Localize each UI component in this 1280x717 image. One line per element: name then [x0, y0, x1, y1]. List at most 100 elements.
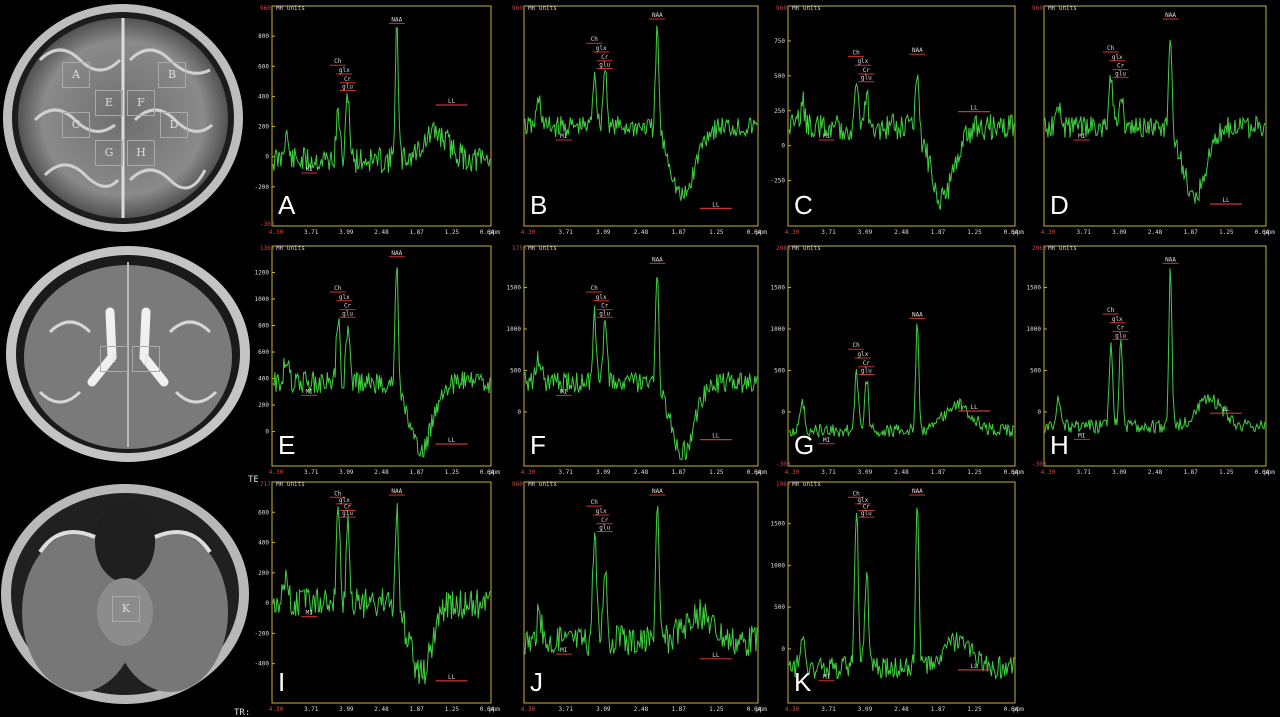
glx-peak-label: glx [339, 497, 350, 504]
y-max-value: 960 [776, 5, 787, 12]
ch-peak-label: Ch [852, 49, 860, 56]
x-tick-label: 2.48 [634, 706, 649, 713]
x-tick-label: 2.48 [894, 229, 909, 236]
y-tick-label: 600 [258, 349, 269, 356]
y-tick-label: 1500 [771, 521, 786, 528]
plot-frame [1043, 245, 1267, 467]
roi-box-k: K [112, 596, 140, 622]
ll-peak-label: LL [712, 201, 720, 208]
y-tick-label: -250 [771, 178, 786, 185]
glx-peak-label: glx [596, 508, 607, 515]
ch-peak-label: Ch [591, 285, 599, 292]
x-tick-label: 4.30 [269, 469, 284, 476]
mri-slice-2: I J [0, 242, 258, 468]
x-tick-label: 0.64 [1004, 229, 1019, 236]
plot-frame [787, 5, 1016, 227]
x-tick-label: 1.87 [1183, 229, 1198, 236]
units-label: MR Units [528, 481, 557, 488]
plot-frame [271, 481, 492, 704]
y-tick-label: 500 [510, 368, 521, 375]
x-tick-label: 0.64 [747, 706, 762, 713]
x-tick-label: 3.71 [1076, 229, 1091, 236]
x-tick-label: 3.71 [304, 229, 319, 236]
roi-box-g: G [95, 140, 123, 166]
spectrum-panel-f: 1750 MR Units 1500 1000 500 0 4.30 3.71 3.09 2.48… [507, 240, 772, 480]
mi-peak-label: MI [823, 133, 831, 140]
naa-peak-label: NAA [1165, 256, 1176, 263]
mi-peak-label: MI [560, 388, 568, 395]
mi-peak-label: MI [306, 610, 314, 617]
y-max-value: 1360 [260, 245, 275, 252]
x-tick-label: 3.71 [821, 229, 836, 236]
glu-peak-label: glu [342, 510, 353, 517]
mri-slice-3: K TR: 4 [0, 482, 258, 717]
x-tick-label: 3.09 [339, 469, 354, 476]
mi-peak-label: MI [306, 166, 314, 173]
units-label: MR Units [1048, 5, 1077, 12]
y-min-value: -300 [776, 461, 791, 468]
mi-peak-label: MI [1078, 432, 1086, 439]
ch-peak-label: Ch [852, 342, 860, 349]
ppm-unit: ppm [1013, 706, 1024, 713]
x-tick-label: 0.64 [480, 229, 495, 236]
glu-peak-label: glu [599, 310, 610, 317]
glu-peak-label: glu [861, 75, 872, 82]
ll-peak-label: LL [712, 433, 720, 440]
x-tick-label: 3.09 [596, 469, 611, 476]
spectrum-plot: 1960 MR Units 1500 1000 500 0 4.30 3.71 3.09 2.48… [771, 481, 1025, 713]
glx-peak-label: glx [339, 67, 350, 74]
panel-letter-h: H [1050, 430, 1069, 460]
plot-frame [523, 5, 759, 227]
x-tick-label: 4.30 [785, 229, 800, 236]
cr-peak-label: Cr [1117, 325, 1125, 332]
y-max-value: 960 [512, 481, 523, 488]
x-tick-label: 1.25 [709, 229, 724, 236]
cr-peak-label: Cr [601, 517, 609, 524]
x-tick-label: 3.71 [304, 706, 319, 713]
x-tick-label: 4.30 [521, 229, 536, 236]
mi-peak-label: MI [306, 388, 314, 395]
x-tick-label: 0.64 [1004, 706, 1019, 713]
y-tick-label: 1200 [255, 270, 270, 277]
y-tick-label: 0 [265, 600, 269, 607]
cr-peak-label: Cr [344, 504, 352, 511]
x-tick-label: 1.87 [409, 229, 424, 236]
units-label: MR Units [276, 245, 305, 252]
spectrum-line [788, 74, 1015, 210]
ll-peak-label: LL [1222, 406, 1230, 413]
spectrum-panel-i: 717 MR Units 600 400 200 0 -200 -400 4.30 3.71 3.0… [255, 476, 505, 717]
ll-peak-label: LL [971, 105, 979, 112]
ppm-unit: ppm [1264, 469, 1275, 476]
y-tick-label: 500 [774, 368, 785, 375]
y-tick-label: 0 [1037, 409, 1041, 416]
x-tick-label: 1.25 [967, 469, 982, 476]
y-tick-label: 400 [258, 540, 269, 547]
y-max-value: 717 [260, 481, 271, 488]
x-tick-label: 1.87 [931, 706, 946, 713]
x-tick-label: 0.64 [1004, 469, 1019, 476]
naa-peak-label: NAA [912, 311, 923, 318]
y-max-value: 1960 [776, 481, 791, 488]
y-tick-label: 200 [258, 124, 269, 131]
x-tick-label: 3.09 [858, 706, 873, 713]
naa-peak-label: NAA [652, 256, 663, 263]
ppm-unit: ppm [489, 229, 500, 236]
naa-peak-label: NAA [391, 488, 402, 495]
roi-box-j: J [132, 346, 160, 372]
x-tick-label: 3.09 [339, 229, 354, 236]
glx-peak-label: glx [339, 294, 350, 301]
y-tick-label: 1000 [255, 296, 270, 303]
cr-peak-label: Cr [863, 504, 871, 511]
spectrum-panel-b: 960 MR Units 4.30 3.71 3.09 2.48 1.87 1.25 0.64 p… [510, 0, 772, 240]
y-tick-label: 0 [781, 143, 785, 150]
spectrum-line [272, 27, 491, 174]
cr-peak-label: Cr [1117, 63, 1125, 70]
spectrum-line [788, 507, 1015, 680]
plot-frame [787, 481, 1016, 704]
spectrum-panel-c: 960 MR Units 750 500 250 0 -250 4.30 3.71 3.09 2.4… [771, 0, 1029, 240]
spectrum-panel-d: 960 MR Units 4.30 3.71 3.09 2.48 1.87 1.25 0.64 p… [1030, 0, 1280, 240]
spectrum-plot: 960 MR Units 4.30 3.71 3.09 2.48 1.87 1.25 0.64p… [1032, 5, 1275, 236]
y-tick-label: 1000 [771, 326, 786, 333]
